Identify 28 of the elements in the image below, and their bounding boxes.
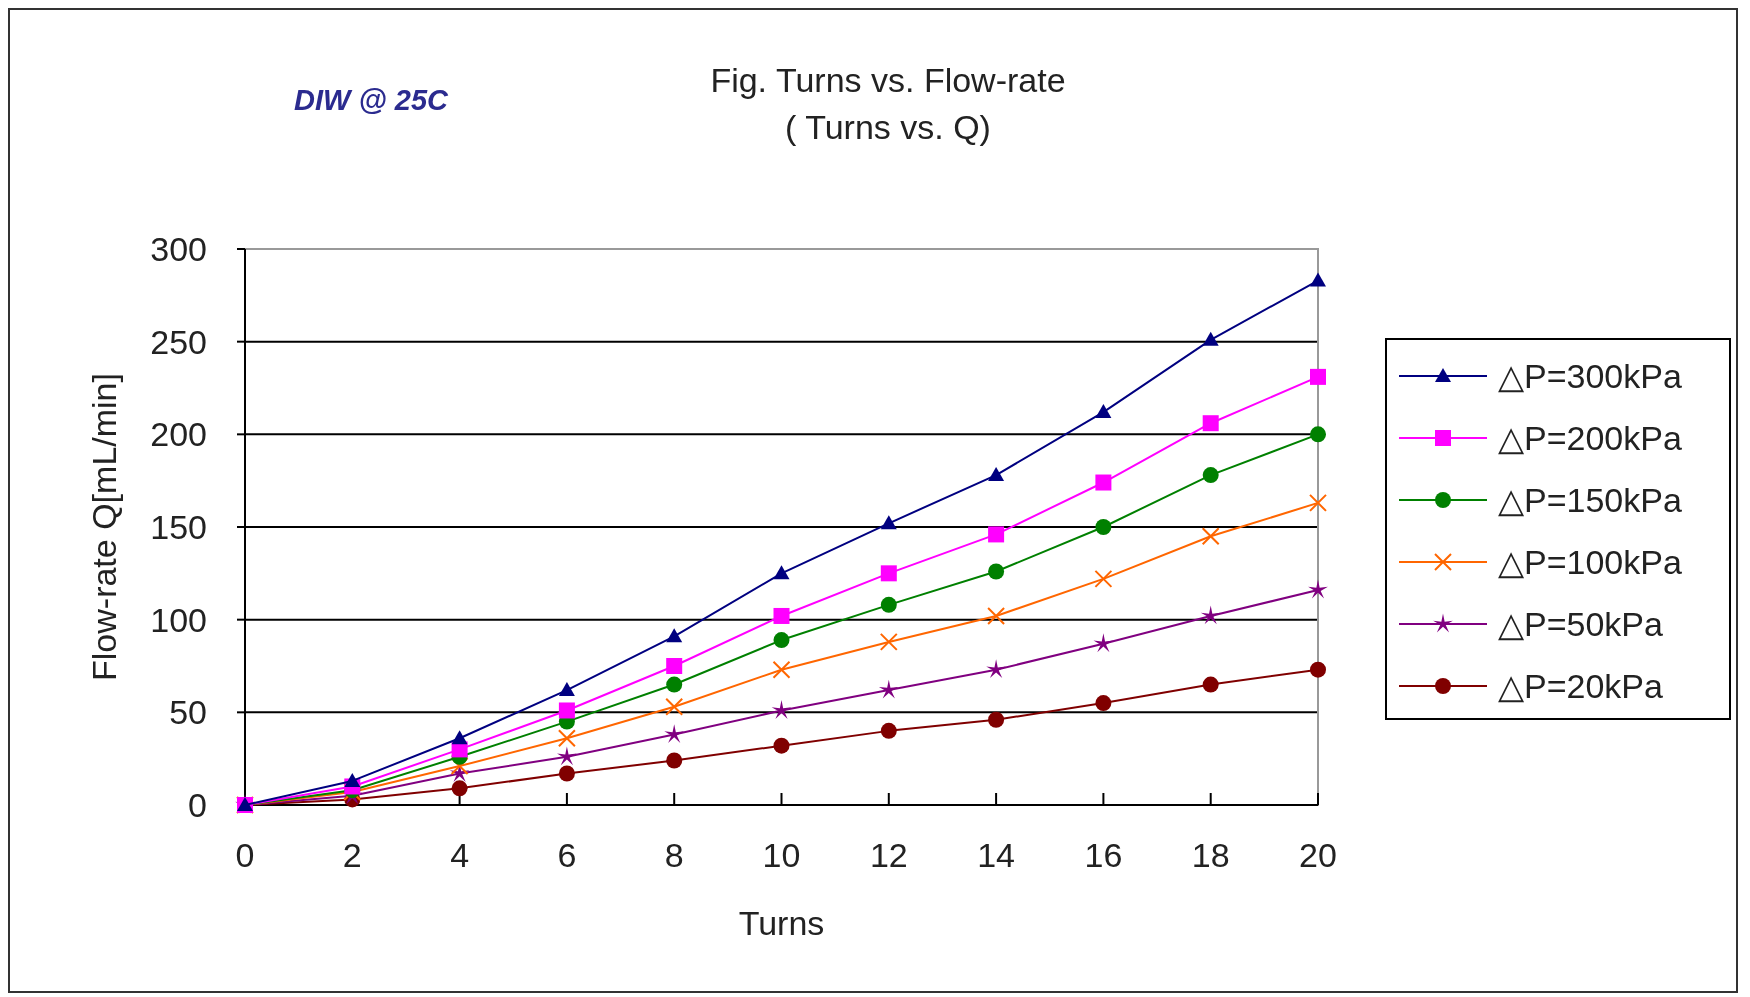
y-tick-label: 100: [150, 600, 207, 639]
x-tick-label: 10: [762, 836, 801, 874]
legend-label: △P=300kPa: [1498, 356, 1682, 395]
text: DIW @ 25C: [294, 84, 450, 116]
legend-label: △P=150kPa: [1498, 480, 1682, 519]
x-tick-label: 4: [450, 836, 470, 874]
y-tick-label: 0: [188, 785, 207, 824]
x-tick-label: 6: [557, 836, 577, 874]
x-axis-title: Turns: [738, 904, 825, 942]
legend-label: △P=200kPa: [1498, 418, 1682, 457]
x-tick-label: 14: [977, 836, 1016, 874]
legend-label: △P=20kPa: [1498, 666, 1664, 705]
x-tick-label: 20: [1299, 836, 1337, 874]
y-tick-label: 50: [169, 693, 207, 732]
x-tick-label: 16: [1084, 836, 1123, 874]
legend-label: △P=50kPa: [1498, 604, 1664, 643]
x-tick-label: 0: [235, 836, 255, 874]
y-axis-title: Flow-rate Q[mL/min]: [85, 373, 123, 681]
chart-title: Fig. Turns vs. Flow-rate ( Turns vs. Q): [710, 61, 1066, 146]
x-tick-label: 2: [342, 836, 362, 874]
y-tick-label: 250: [150, 322, 207, 361]
y-tick-label: 300: [150, 229, 207, 268]
x-tick-label: 8: [664, 836, 684, 874]
x-tick-label: 12: [869, 836, 908, 874]
legend-label: △P=100kPa: [1498, 542, 1682, 581]
y-tick-label: 200: [150, 415, 207, 454]
x-tick-label: 18: [1191, 836, 1230, 874]
y-tick-label: 150: [150, 507, 207, 546]
